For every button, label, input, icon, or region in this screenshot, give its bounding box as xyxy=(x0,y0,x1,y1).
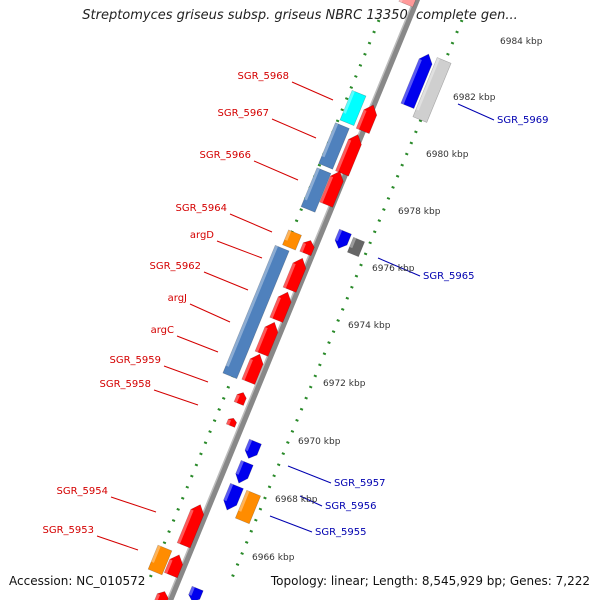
scale-label-6982-kbp: 6982 kbp xyxy=(453,93,496,103)
gene-sgr5968[interactable] xyxy=(339,89,367,127)
gene-label-argd[interactable]: argD xyxy=(190,230,214,241)
gene-label-sgr-5962[interactable]: SGR_5962 xyxy=(150,261,202,272)
gene-sgr5965-a[interactable] xyxy=(333,228,352,251)
gene-sgr5969-a[interactable] xyxy=(400,51,435,109)
gene-sgr5962-long[interactable] xyxy=(222,244,290,380)
gene-sgr5955[interactable] xyxy=(234,489,262,525)
gene-sgr5956-b[interactable] xyxy=(221,482,244,512)
gene-sgr5965-b[interactable] xyxy=(347,236,365,258)
gene-bottom-red[interactable] xyxy=(153,589,170,600)
leader-line-left xyxy=(153,389,199,406)
leader-line-left xyxy=(176,335,219,353)
gene-label-sgr-5957[interactable]: SGR_5957 xyxy=(334,478,386,489)
accession-text: Accession: NC_010572 xyxy=(9,574,146,588)
leader-line-right xyxy=(299,495,323,507)
gene-sgr5954[interactable] xyxy=(176,502,207,549)
scale-label-6972-kbp: 6972 kbp xyxy=(323,379,366,389)
gene-sgr5967-fwd[interactable] xyxy=(335,132,365,177)
genome-backbone xyxy=(166,0,421,600)
gene-sgr5967[interactable] xyxy=(318,122,350,170)
gene-argc[interactable] xyxy=(254,320,281,357)
gene-sgr5958-a[interactable] xyxy=(233,391,248,406)
gene-sgr5956-a[interactable] xyxy=(233,459,254,485)
gene-sgr5966-fwd[interactable] xyxy=(319,169,347,208)
gene-sgr5962[interactable] xyxy=(282,256,309,293)
leader-line-left xyxy=(189,303,231,323)
gene-label-sgr-5964[interactable]: SGR_5964 xyxy=(176,203,228,214)
gene-argj[interactable] xyxy=(269,289,294,323)
gene-top-partial[interactable] xyxy=(398,0,421,8)
leader-line-left xyxy=(271,118,317,139)
leader-line-left xyxy=(291,81,334,101)
gene-sgr5957[interactable] xyxy=(243,438,262,461)
gene-label-sgr-5969[interactable]: SGR_5969 xyxy=(497,115,549,126)
gene-sgr5966[interactable] xyxy=(300,167,332,213)
gene-bottom-blue[interactable] xyxy=(187,585,204,600)
scale-label-6978-kbp: 6978 kbp xyxy=(398,207,441,217)
leader-line-right xyxy=(287,465,332,484)
scale-label-6984-kbp: 6984 kbp xyxy=(500,37,543,47)
scale-track-right xyxy=(230,19,464,579)
scale-label-6974-kbp: 6974 kbp xyxy=(348,321,391,331)
gene-sgr5953[interactable] xyxy=(163,552,185,579)
leader-line-left xyxy=(203,271,249,291)
scale-label-6970-kbp: 6970 kbp xyxy=(298,437,341,447)
gene-sgr5958-b[interactable] xyxy=(225,417,237,428)
leader-line-right xyxy=(269,515,313,533)
leader-line-right xyxy=(377,257,421,277)
leader-line-right xyxy=(457,103,495,121)
topology-text: Topology: linear; Length: 8,545,929 bp; … xyxy=(270,574,590,588)
scale-label-6966-kbp: 6966 kbp xyxy=(252,553,295,563)
gene-sgr5959[interactable] xyxy=(241,351,266,385)
gene-label-sgr-5968[interactable]: SGR_5968 xyxy=(238,71,290,82)
gene-sgr5968-fwd[interactable] xyxy=(355,102,380,135)
gene-sgr5969-b[interactable] xyxy=(412,57,452,123)
gene-label-sgr-5953[interactable]: SGR_5953 xyxy=(43,525,95,536)
gene-label-sgr-5958[interactable]: SGR_5958 xyxy=(100,379,152,390)
leader-line-left xyxy=(96,535,139,551)
gene-label-sgr-5967[interactable]: SGR_5967 xyxy=(218,108,270,119)
leader-line-left xyxy=(110,496,157,513)
leader-line-left xyxy=(229,213,273,233)
scale-label-6976-kbp: 6976 kbp xyxy=(372,264,415,274)
leader-line-left xyxy=(216,240,263,259)
scale-label-6968-kbp: 6968 kbp xyxy=(275,495,318,505)
gene-argd[interactable] xyxy=(299,238,316,257)
leader-line-left xyxy=(163,365,209,383)
gene-argd-box[interactable] xyxy=(282,229,302,251)
gene-label-sgr-5956[interactable]: SGR_5956 xyxy=(325,501,377,512)
gene-label-sgr-5966[interactable]: SGR_5966 xyxy=(200,150,252,161)
gene-label-sgr-5954[interactable]: SGR_5954 xyxy=(57,486,109,497)
gene-label-sgr-5965[interactable]: SGR_5965 xyxy=(423,271,475,282)
leader-line-left xyxy=(253,160,299,181)
scale-label-6980-kbp: 6980 kbp xyxy=(426,150,469,160)
gene-label-sgr-5955[interactable]: SGR_5955 xyxy=(315,527,367,538)
gene-sgr5953-box[interactable] xyxy=(147,544,173,576)
gene-label-sgr-5959[interactable]: SGR_5959 xyxy=(110,355,162,366)
gene-label-argj[interactable]: argJ xyxy=(168,293,187,304)
gene-label-argc[interactable]: argC xyxy=(151,325,174,336)
